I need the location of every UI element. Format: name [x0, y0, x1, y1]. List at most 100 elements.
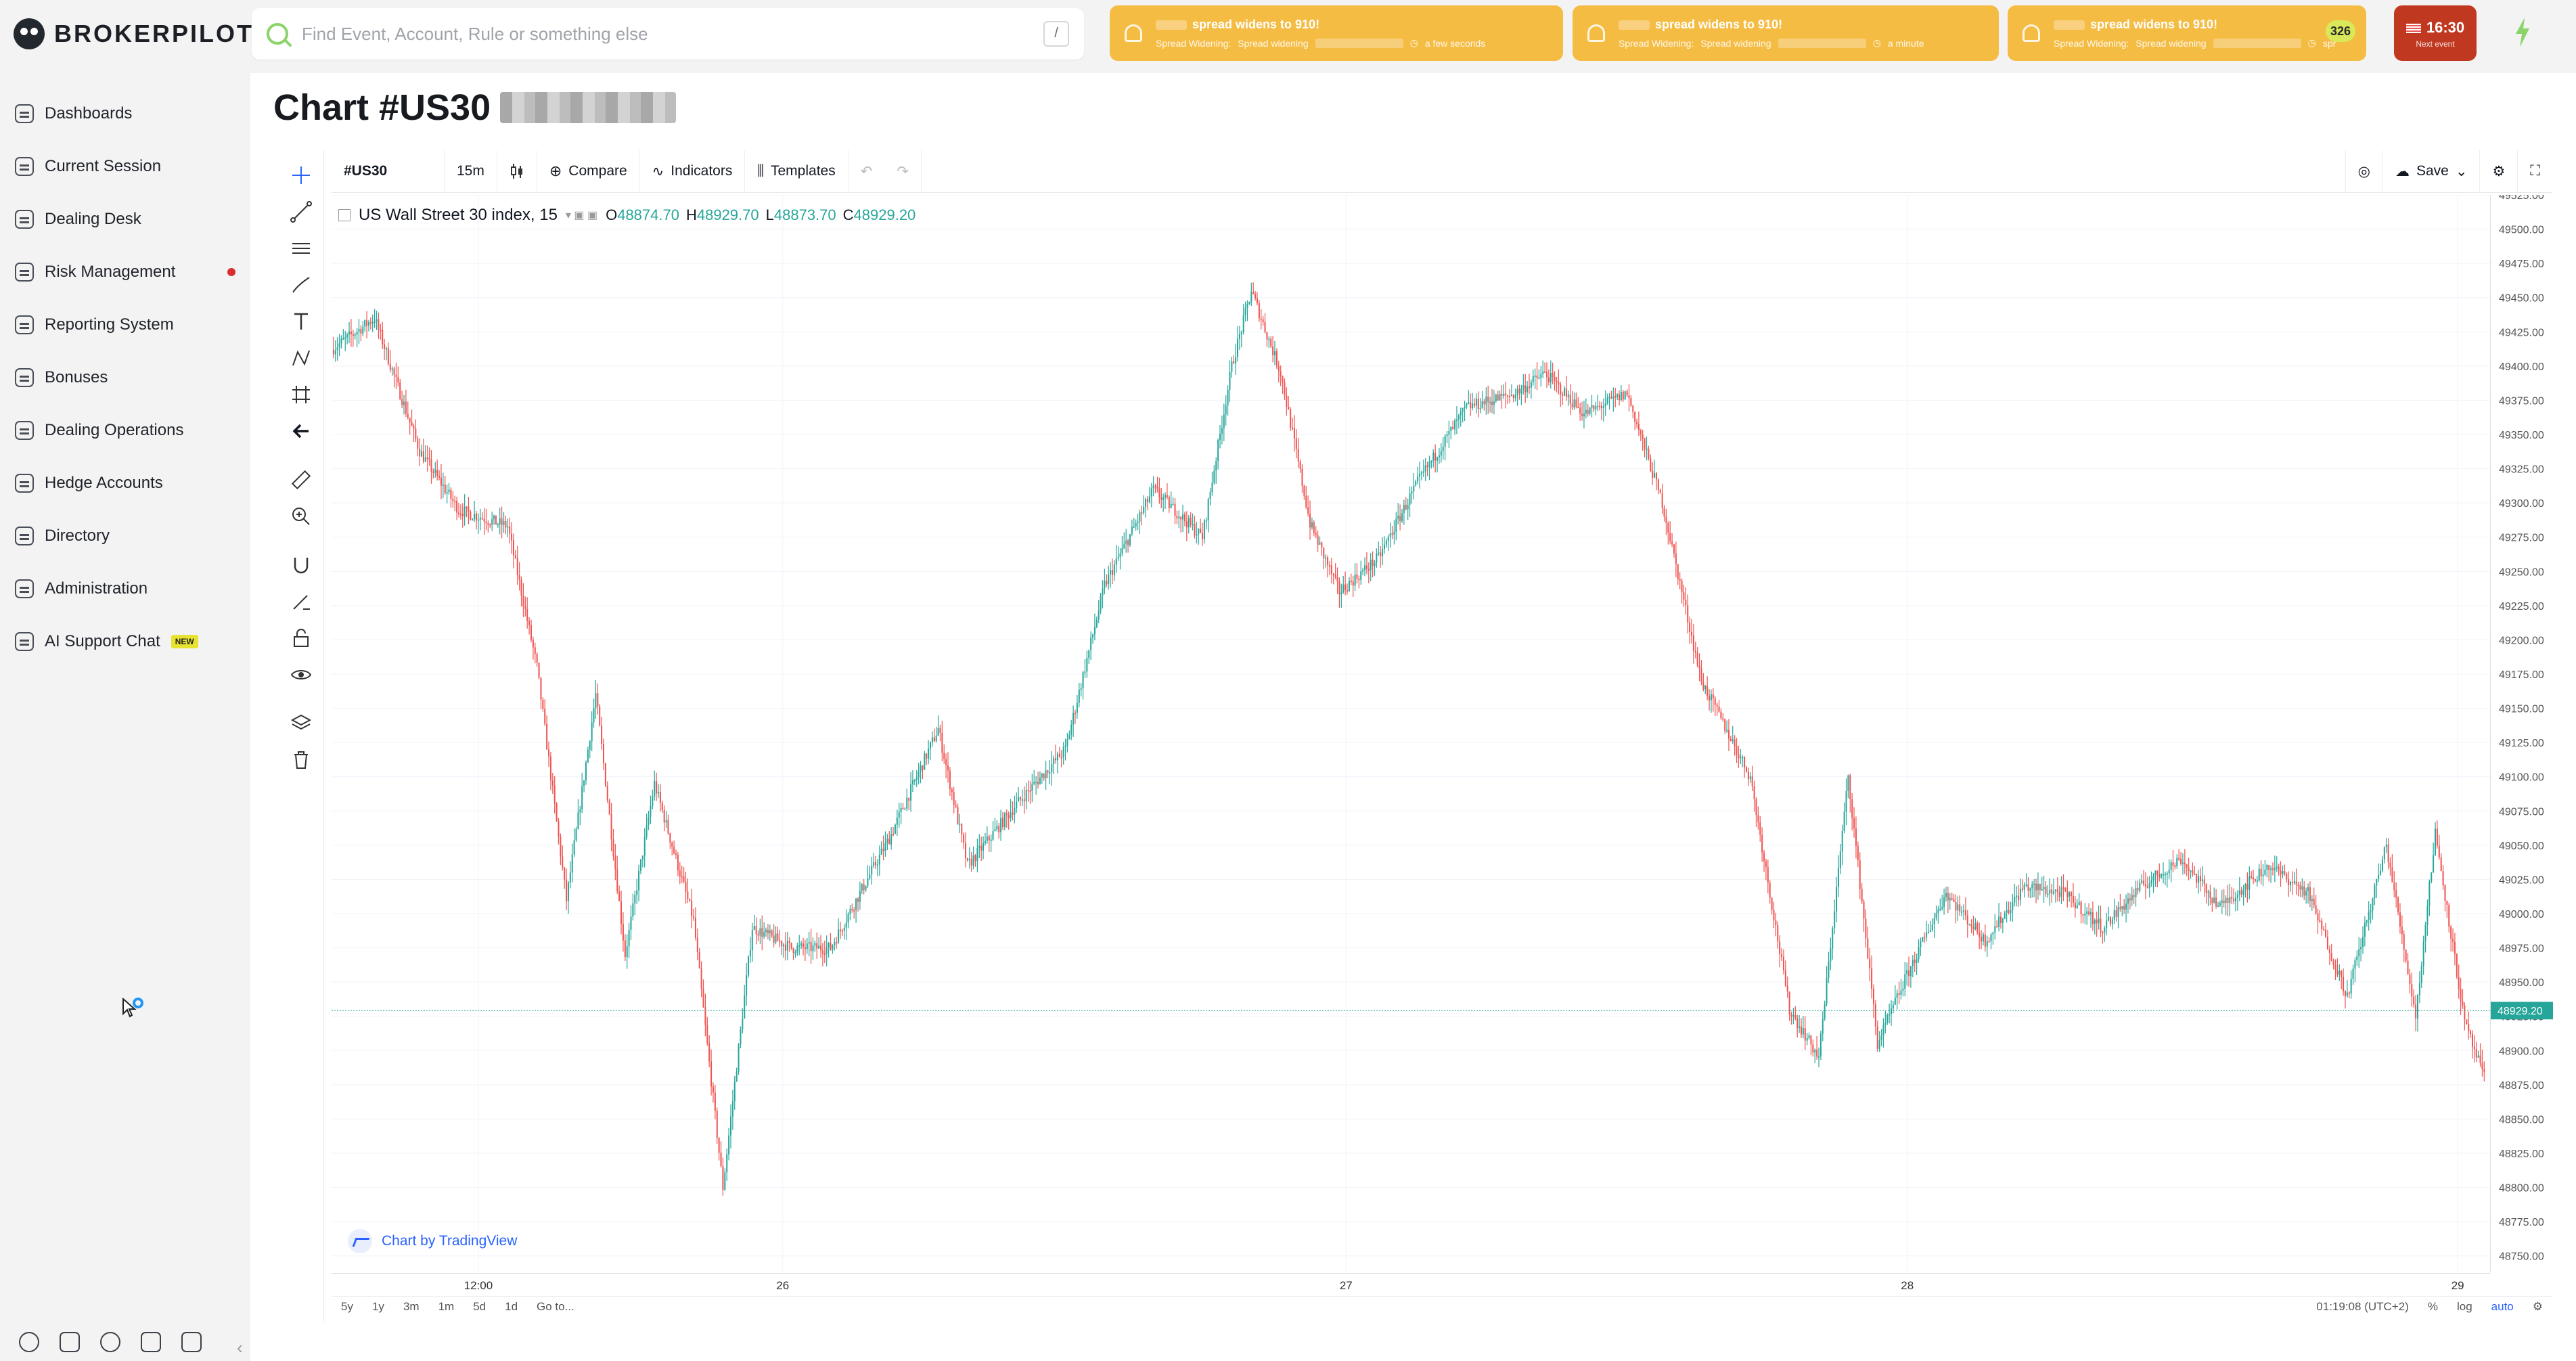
templates-button[interactable]: ⫼ Templates: [745, 150, 849, 192]
symbol-selector[interactable]: #US30: [332, 150, 445, 192]
monitor-icon[interactable]: [60, 1332, 80, 1352]
sidebar-item-hedge-accounts[interactable]: Hedge Accounts: [15, 466, 238, 501]
brush-icon[interactable]: [290, 273, 313, 296]
alert-card[interactable]: spread widens to 910! Spread Widening: Spr…: [1110, 5, 1563, 61]
fullscreen-icon[interactable]: ⛶: [2530, 163, 2540, 179]
candle-body: [354, 334, 356, 336]
sidebar-item-administration[interactable]: Administration: [15, 571, 238, 606]
price-axis[interactable]: 49525.00 49500.00 49475.00 49450.00 49425.00…: [2490, 195, 2553, 1273]
text-tool-icon[interactable]: [290, 310, 313, 333]
range-1d[interactable]: 1d: [505, 1300, 518, 1313]
lock-drawings-icon[interactable]: [290, 590, 313, 613]
interval-selector[interactable]: 15m: [445, 150, 497, 192]
candle-body: [1194, 524, 1196, 535]
forecast-icon[interactable]: [290, 383, 313, 406]
candle-body: [2043, 887, 2045, 890]
magnet-icon[interactable]: [290, 554, 313, 577]
layers-icon[interactable]: [290, 712, 313, 735]
axis-settings-icon[interactable]: ⚙: [2532, 1300, 2543, 1313]
candle-body: [720, 1153, 722, 1167]
candle-body: [1834, 911, 1836, 929]
range-1y[interactable]: 1y: [371, 1300, 384, 1313]
candle-body: [924, 753, 926, 770]
time-axis[interactable]: 12:00 26 27 28 29: [332, 1273, 2490, 1297]
chart-type-button[interactable]: [497, 150, 537, 192]
candle-body: [1545, 372, 1548, 378]
range-1m[interactable]: 1m: [438, 1300, 455, 1313]
sidebar-item-current-session[interactable]: Current Session: [15, 149, 238, 184]
lightning-icon[interactable]: [2514, 18, 2531, 47]
global-search[interactable]: /: [252, 8, 1084, 60]
candle-body: [1922, 937, 1924, 942]
candle-body: [419, 448, 421, 457]
next-event-clock[interactable]: 16:30 Next event: [2394, 5, 2477, 61]
sidebar-item-bonuses[interactable]: Bonuses: [15, 360, 238, 395]
zoom-in-icon[interactable]: [290, 505, 313, 528]
fib-retracement-icon[interactable]: [290, 237, 313, 260]
candle-body: [1669, 533, 1671, 542]
candle-body: [1182, 514, 1184, 520]
candle-body: [1671, 541, 1673, 545]
candle-body: [1573, 399, 1575, 408]
sidebar-item-dealing-desk[interactable]: Dealing Desk: [15, 202, 238, 237]
screenshot-icon[interactable]: ◎: [2345, 150, 2383, 192]
candle-body: [945, 759, 947, 765]
back-arrow-icon[interactable]: [290, 420, 313, 443]
candle-body: [1908, 970, 1910, 977]
range-goto[interactable]: Go to...: [537, 1300, 574, 1313]
logout-icon[interactable]: [181, 1332, 202, 1352]
trash-icon[interactable]: [290, 749, 313, 772]
tradingview-attribution[interactable]: Chart by TradingView: [348, 1229, 517, 1253]
range-5d[interactable]: 5d: [473, 1300, 487, 1313]
candle-body: [2448, 904, 2450, 927]
alert-card[interactable]: spread widens to 910! Spread Widening: Spr…: [2008, 5, 2366, 61]
sidebar-item-directory[interactable]: Directory: [15, 518, 238, 554]
candle-body: [781, 941, 783, 947]
chart-canvas[interactable]: [332, 195, 2490, 1273]
sidebar-item-risk-management[interactable]: Risk Management: [15, 254, 238, 290]
eye-icon[interactable]: [290, 663, 313, 686]
crosshair-icon[interactable]: [290, 164, 313, 187]
percent-toggle[interactable]: %: [2427, 1300, 2438, 1313]
alert-card[interactable]: spread widens to 910! Spread Widening: Spr…: [1573, 5, 1999, 61]
sidebar-item-dashboards[interactable]: Dashboards: [15, 96, 238, 131]
undo-button[interactable]: ↶: [860, 163, 873, 179]
candle-body: [2143, 880, 2145, 885]
magic-wand-icon[interactable]: [141, 1332, 161, 1352]
sidebar-item-reporting-system[interactable]: Reporting System: [15, 307, 238, 342]
unlock-icon[interactable]: [290, 627, 313, 650]
save-button[interactable]: ☁ Save ⌄: [2383, 150, 2481, 192]
log-toggle[interactable]: log: [2456, 1300, 2472, 1313]
auto-toggle[interactable]: auto: [2491, 1300, 2514, 1313]
range-3m[interactable]: 3m: [403, 1300, 420, 1313]
candle-body: [2256, 880, 2258, 882]
moon-icon[interactable]: [100, 1332, 120, 1352]
candle-body: [1031, 784, 1033, 791]
candle-body: [389, 363, 391, 370]
collapse-legend-icon[interactable]: [338, 209, 351, 221]
settings-icon[interactable]: [19, 1332, 39, 1352]
indicators-button[interactable]: ∿ Indicators: [640, 150, 746, 192]
alert-count-badge[interactable]: 326: [2326, 20, 2355, 42]
compare-button[interactable]: ⊕ Compare: [537, 150, 640, 192]
redo-button[interactable]: ↷: [884, 150, 922, 192]
sidebar-item-dealing-operations[interactable]: Dealing Operations: [15, 413, 238, 448]
clock-icon: ◷: [2307, 37, 2316, 48]
search-input[interactable]: [300, 22, 1043, 45]
brand-logo[interactable]: BROKERPILOT: [14, 18, 254, 50]
candle-body: [1380, 552, 1382, 556]
sidebar-item-ai-support-chat[interactable]: AI Support Chat NEW: [15, 624, 238, 659]
candle-body: [2428, 881, 2431, 906]
candle-body: [1227, 389, 1229, 405]
trend-line-icon[interactable]: [290, 200, 313, 223]
symbol-description[interactable]: US Wall Street 30 index, 15: [359, 206, 558, 224]
pattern-icon[interactable]: [290, 347, 313, 370]
legend-menu-icon[interactable]: ▾ ▣ ▣: [565, 210, 598, 221]
candle-body: [1773, 910, 1775, 920]
ruler-icon[interactable]: [290, 468, 313, 491]
candle-body: [2144, 884, 2147, 887]
candle-body: [1816, 1049, 1818, 1057]
chart-settings-icon[interactable]: ⚙: [2480, 150, 2518, 192]
collapse-sidebar-icon[interactable]: ‹: [237, 1337, 243, 1358]
range-5y[interactable]: 5y: [341, 1300, 353, 1313]
